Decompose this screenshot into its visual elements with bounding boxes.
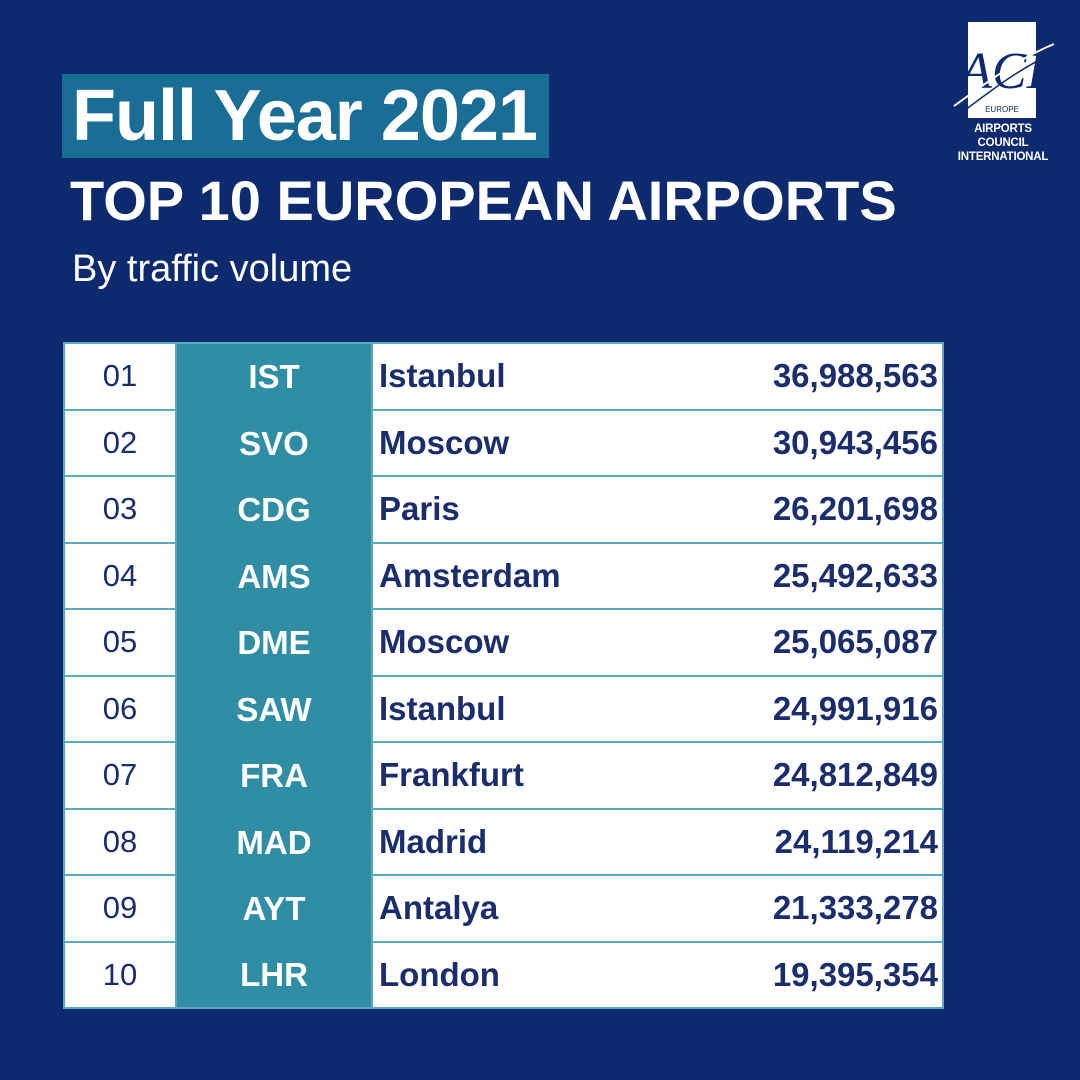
table-row: 10 LHR London 19,395,354 <box>65 942 944 1010</box>
airport-code-cell: IST <box>177 344 371 411</box>
rank-cell: 10 <box>65 942 175 1007</box>
logo-org-name: AIRPORTS COUNCIL INTERNATIONAL <box>950 122 1056 164</box>
passenger-count: 19,395,354 <box>772 955 938 993</box>
airport-info-cell: Antalya 21,333,278 <box>373 876 942 941</box>
logo-org-line2: INTERNATIONAL <box>957 151 1049 163</box>
table-row: 01 IST Istanbul 36,988,563 <box>65 344 944 411</box>
city-name: Istanbul <box>379 357 506 395</box>
passenger-count: 30,943,456 <box>772 423 938 461</box>
airport-info-cell: Moscow 30,943,456 <box>373 410 942 475</box>
airport-code-cell: LHR <box>177 942 371 1007</box>
city-name: Istanbul <box>379 689 506 727</box>
passenger-count: 26,201,698 <box>772 490 938 528</box>
airport-info-cell: Frankfurt 24,812,849 <box>373 743 942 808</box>
city-name: Moscow <box>379 623 510 661</box>
logo-region-text: EUROPE <box>985 105 1019 114</box>
logo-org-line1: AIRPORTS COUNCIL <box>974 123 1032 149</box>
page-subtitle: By traffic volume <box>72 248 353 290</box>
table-row: 03 CDG Paris 26,201,698 <box>65 477 944 544</box>
airport-code-cell: DME <box>177 610 371 677</box>
airport-info-cell: Moscow 25,065,087 <box>373 610 942 675</box>
airport-info-cell: London 19,395,354 <box>373 942 942 1007</box>
city-name: London <box>379 955 500 993</box>
airport-code-cell: SAW <box>177 676 371 743</box>
passenger-count: 25,492,633 <box>772 556 938 594</box>
table-row: 04 AMS Amsterdam 25,492,633 <box>65 543 944 610</box>
airport-code-cell: FRA <box>177 743 371 810</box>
aci-logo-mark: ACI EUROPE <box>953 22 1055 118</box>
city-name: Antalya <box>379 889 499 927</box>
airport-code-cell: AYT <box>177 876 371 943</box>
aci-europe-logo: ACI EUROPE AIRPORTS COUNCIL INTERNATIONA… <box>950 18 1056 163</box>
airport-code-cell: MAD <box>177 809 371 876</box>
airport-info-cell: Amsterdam 25,492,633 <box>373 543 942 608</box>
rank-cell: 08 <box>65 809 175 874</box>
city-name: Paris <box>379 490 460 528</box>
city-name: Frankfurt <box>379 756 524 794</box>
passenger-count: 36,988,563 <box>772 357 938 395</box>
table-row: 06 SAW Istanbul 24,991,916 <box>65 676 944 743</box>
table-row: 07 FRA Frankfurt 24,812,849 <box>65 743 944 810</box>
page-title: TOP 10 EUROPEAN AIRPORTS <box>70 169 897 232</box>
table-row: 05 DME Moscow 25,065,087 <box>65 610 944 677</box>
airport-ranking-table: 01 IST Istanbul 36,988,563 02 SVO Moscow 30,943… <box>63 342 944 1009</box>
rank-cell: 07 <box>65 743 175 808</box>
city-name: Madrid <box>379 822 488 860</box>
table-row: 09 AYT Antalya 21,333,278 <box>65 876 944 943</box>
city-name: Moscow <box>379 423 510 461</box>
airport-code-cell: AMS <box>177 543 371 610</box>
rank-cell: 01 <box>65 344 175 409</box>
rank-cell: 09 <box>65 876 175 941</box>
airport-code-cell: CDG <box>177 477 371 544</box>
rank-cell: 02 <box>65 410 175 475</box>
table-row: 02 SVO Moscow 30,943,456 <box>65 410 944 477</box>
rank-cell: 05 <box>65 610 175 675</box>
passenger-count: 24,119,214 <box>774 822 938 860</box>
airport-info-cell: Istanbul 24,991,916 <box>373 676 942 741</box>
airport-code-cell: SVO <box>177 410 371 477</box>
airport-info-cell: Madrid 24,119,214 <box>373 809 942 874</box>
airport-info-cell: Paris 26,201,698 <box>373 477 942 542</box>
passenger-count: 25,065,087 <box>772 623 938 661</box>
table-row: 08 MAD Madrid 24,119,214 <box>65 809 944 876</box>
rank-cell: 03 <box>65 477 175 542</box>
city-name: Amsterdam <box>379 556 561 594</box>
rank-cell: 06 <box>65 676 175 741</box>
passenger-count: 21,333,278 <box>772 889 938 927</box>
headline: Full Year 2021 <box>62 74 550 158</box>
rank-cell: 04 <box>65 543 175 608</box>
passenger-count: 24,812,849 <box>772 756 938 794</box>
passenger-count: 24,991,916 <box>772 689 938 727</box>
airport-info-cell: Istanbul 36,988,563 <box>373 344 942 409</box>
